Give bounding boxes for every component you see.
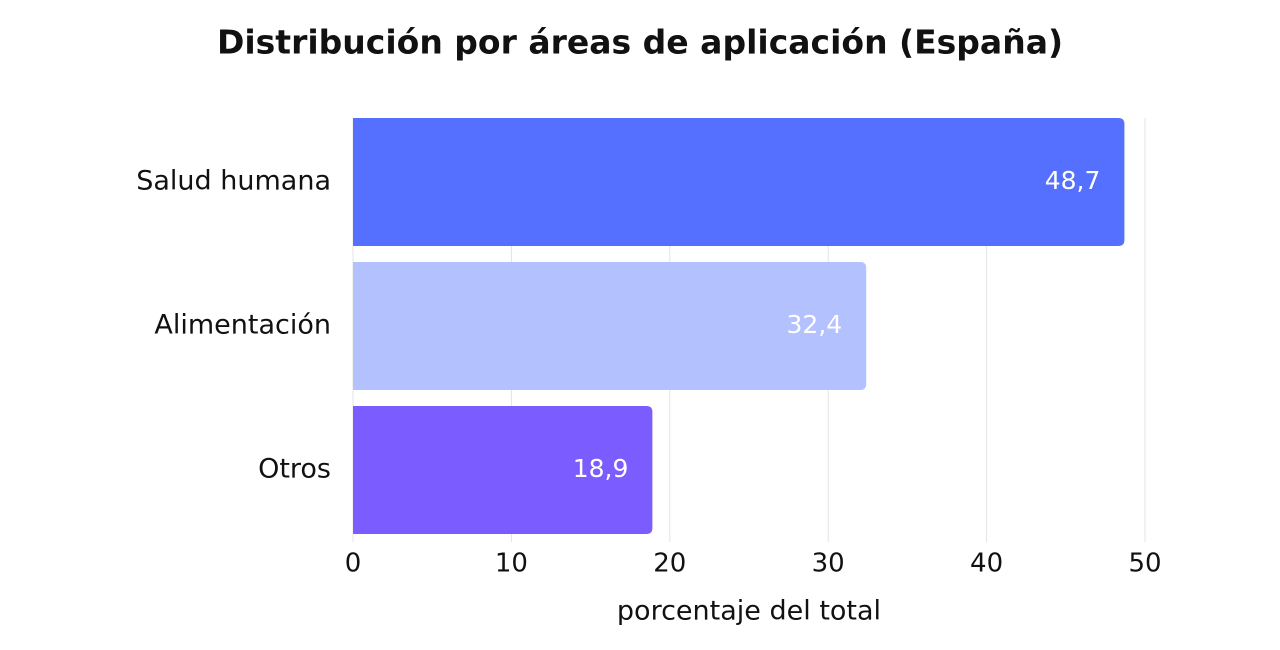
y-tick-label: Alimentación <box>154 310 331 341</box>
x-tick-label: 0 <box>345 549 362 579</box>
x-axis-label: porcentaje del total <box>617 596 881 627</box>
bar <box>353 118 1125 246</box>
bar <box>353 406 653 534</box>
chart-title: Distribución por áreas de aplicación (Es… <box>217 23 1063 62</box>
value-label: 32,4 <box>787 310 843 339</box>
x-tick-label: 40 <box>970 549 1003 579</box>
x-tick-label: 30 <box>812 549 845 579</box>
x-tick-label: 20 <box>653 549 686 579</box>
value-label: 48,7 <box>1045 166 1101 195</box>
value-label: 18,9 <box>573 454 629 483</box>
y-tick-label: Otros <box>258 454 331 485</box>
x-tick-label: 50 <box>1128 549 1161 579</box>
bar <box>353 262 867 390</box>
x-tick-label: 10 <box>495 549 528 579</box>
y-tick-label: Salud humana <box>136 166 331 197</box>
